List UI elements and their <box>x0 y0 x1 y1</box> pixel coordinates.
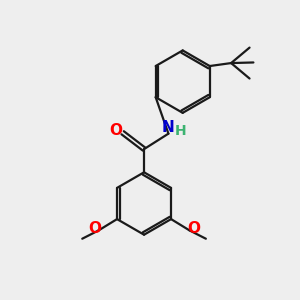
Text: N: N <box>161 120 174 135</box>
Text: O: O <box>187 221 200 236</box>
Text: O: O <box>110 123 123 138</box>
Text: O: O <box>88 221 101 236</box>
Text: H: H <box>175 124 187 138</box>
